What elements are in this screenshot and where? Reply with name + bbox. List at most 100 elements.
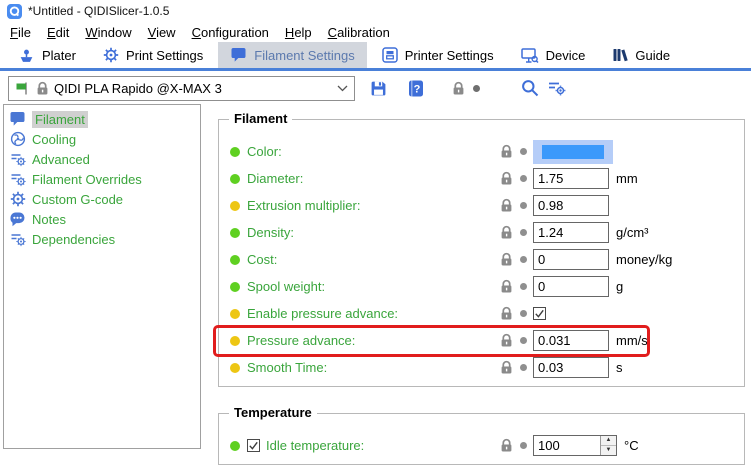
search-button[interactable] xyxy=(521,76,539,101)
lock-icon[interactable] xyxy=(500,225,513,240)
revert-dot[interactable] xyxy=(520,175,527,182)
checkbox-enable-pressure-advance[interactable] xyxy=(533,307,546,320)
input-spool-weight[interactable] xyxy=(533,276,609,297)
sidebar-item-label: Custom G-code xyxy=(32,191,124,207)
setting-label: Color: xyxy=(247,144,282,159)
menu-calibration[interactable]: Calibration xyxy=(327,24,390,40)
unit-label: money/kg xyxy=(616,252,673,267)
tab-printer-settings[interactable]: Printer Settings xyxy=(370,42,506,68)
lock-icon[interactable] xyxy=(500,360,513,375)
lock-toggle-button[interactable] xyxy=(452,76,480,101)
tab-label: Printer Settings xyxy=(404,47,494,63)
yellow-status-dot-icon xyxy=(230,308,240,319)
input-density[interactable] xyxy=(533,222,609,243)
tab-plater[interactable]: Plater xyxy=(6,42,88,68)
revert-dot[interactable] xyxy=(520,337,527,344)
help-book-icon: ? xyxy=(408,80,424,97)
input-diameter[interactable] xyxy=(533,168,609,189)
setting-label: Diameter: xyxy=(247,171,304,186)
sidebar-item-label: Filament xyxy=(32,110,88,128)
revert-dot[interactable] xyxy=(520,283,527,290)
search-icon xyxy=(521,79,539,97)
save-preset-button[interactable] xyxy=(370,76,387,101)
setting-label: Cost: xyxy=(247,252,278,267)
unit-label: mm/s xyxy=(616,333,648,348)
tab-filament-settings[interactable]: Filament Settings xyxy=(218,42,367,68)
green-status-dot-icon xyxy=(230,281,240,292)
unit-label: s xyxy=(616,360,623,375)
unit-label: °C xyxy=(624,438,639,453)
sidebar-item-filament[interactable]: Filament xyxy=(9,109,200,129)
green-status-dot-icon xyxy=(230,173,240,184)
lock-icon[interactable] xyxy=(500,279,513,294)
revert-dot[interactable] xyxy=(520,148,527,155)
input-idle-temperature[interactable] xyxy=(534,436,600,455)
input-cost[interactable] xyxy=(533,249,609,270)
sidebar-item-custom-g-code[interactable]: Custom G-code xyxy=(9,189,200,209)
input-pressure-advance[interactable] xyxy=(533,330,609,351)
sidebar-item-label: Advanced xyxy=(32,151,90,167)
save-icon xyxy=(370,80,387,97)
revert-dot[interactable] xyxy=(520,364,527,371)
sidebar-item-advanced[interactable]: Advanced xyxy=(9,149,200,169)
tab-guide[interactable]: Guide xyxy=(600,42,682,68)
lock-icon xyxy=(36,81,49,96)
revert-dot[interactable] xyxy=(520,442,527,449)
setting-row-density: Density: g/cm³ xyxy=(225,219,744,246)
spin-up-button[interactable]: ▲ xyxy=(601,436,616,446)
lock-icon[interactable] xyxy=(500,333,513,348)
menu-help[interactable]: Help xyxy=(284,24,312,40)
preset-toolbar: QIDI PLA Rapido @X-MAX 3 ? xyxy=(8,75,751,101)
sidebar-item-notes[interactable]: Notes xyxy=(9,209,200,229)
preset-value: QIDI PLA Rapido @X-MAX 3 xyxy=(54,80,222,96)
revert-dot[interactable] xyxy=(520,229,527,236)
menu-edit[interactable]: Edit xyxy=(46,24,70,40)
lock-icon[interactable] xyxy=(500,198,513,213)
lock-icon[interactable] xyxy=(500,306,513,321)
group-title: Temperature xyxy=(229,405,317,420)
sliders-gear-icon xyxy=(9,171,26,187)
revert-dot[interactable] xyxy=(520,256,527,263)
setting-row-idle-temperature: Idle temperature: ▲▼ °C xyxy=(225,432,744,459)
main-panel: Filament Color: Diameter: mm Extrusion multi… xyxy=(213,105,751,465)
revert-dot[interactable] xyxy=(520,310,527,317)
sidebar-item-cooling[interactable]: Cooling xyxy=(9,129,200,149)
menu-window[interactable]: Window xyxy=(85,24,132,40)
tab-label: Print Settings xyxy=(125,47,204,63)
help-button[interactable]: ? xyxy=(408,76,424,101)
input-extrusion-multiplier[interactable] xyxy=(533,195,609,216)
lock-icon[interactable] xyxy=(500,171,513,186)
enable-checkbox-icon[interactable] xyxy=(247,439,260,452)
green-status-dot-icon xyxy=(230,440,240,451)
input-smooth-time[interactable] xyxy=(533,357,609,378)
window-title: *Untitled - QIDISlicer-1.0.5 xyxy=(28,4,170,18)
tab-print-settings[interactable]: Print Settings xyxy=(91,42,215,68)
gear-icon xyxy=(103,47,119,63)
menu-configuration[interactable]: Configuration xyxy=(191,24,269,40)
menu-bar: File Edit Window View Configuration Help Calib… xyxy=(0,22,751,42)
yellow-status-dot-icon xyxy=(230,335,240,346)
spinner-idle-temperature: ▲▼ xyxy=(533,435,617,456)
settings-group-filament: Filament Color: Diameter: mm Extrusion multi… xyxy=(213,111,745,387)
sidebar-item-label: Notes xyxy=(32,211,66,227)
lock-icon[interactable] xyxy=(500,144,513,159)
setting-label: Idle temperature: xyxy=(266,438,365,453)
notes-bubble-icon xyxy=(9,211,26,227)
lock-icon[interactable] xyxy=(500,252,513,267)
tab-device[interactable]: Device xyxy=(509,42,598,68)
revert-dot[interactable] xyxy=(520,202,527,209)
green-status-dot-icon xyxy=(230,254,240,265)
color-swatch[interactable] xyxy=(533,139,613,164)
setting-row-spool-weight: Spool weight: g xyxy=(225,273,744,300)
lock-icon[interactable] xyxy=(500,438,513,453)
sidebar-item-dependencies[interactable]: Dependencies xyxy=(9,229,200,249)
menu-view[interactable]: View xyxy=(147,24,176,40)
lock-icon xyxy=(452,81,465,96)
sidebar-item-filament-overrides[interactable]: Filament Overrides xyxy=(9,169,200,189)
guide-books-icon xyxy=(612,47,629,63)
menu-file[interactable]: File xyxy=(10,24,31,40)
setting-row-color: Color: xyxy=(225,138,744,165)
filament-preset-select[interactable]: QIDI PLA Rapido @X-MAX 3 xyxy=(8,75,355,101)
revert-dot[interactable] xyxy=(473,84,480,92)
compare-presets-button[interactable] xyxy=(548,76,566,101)
